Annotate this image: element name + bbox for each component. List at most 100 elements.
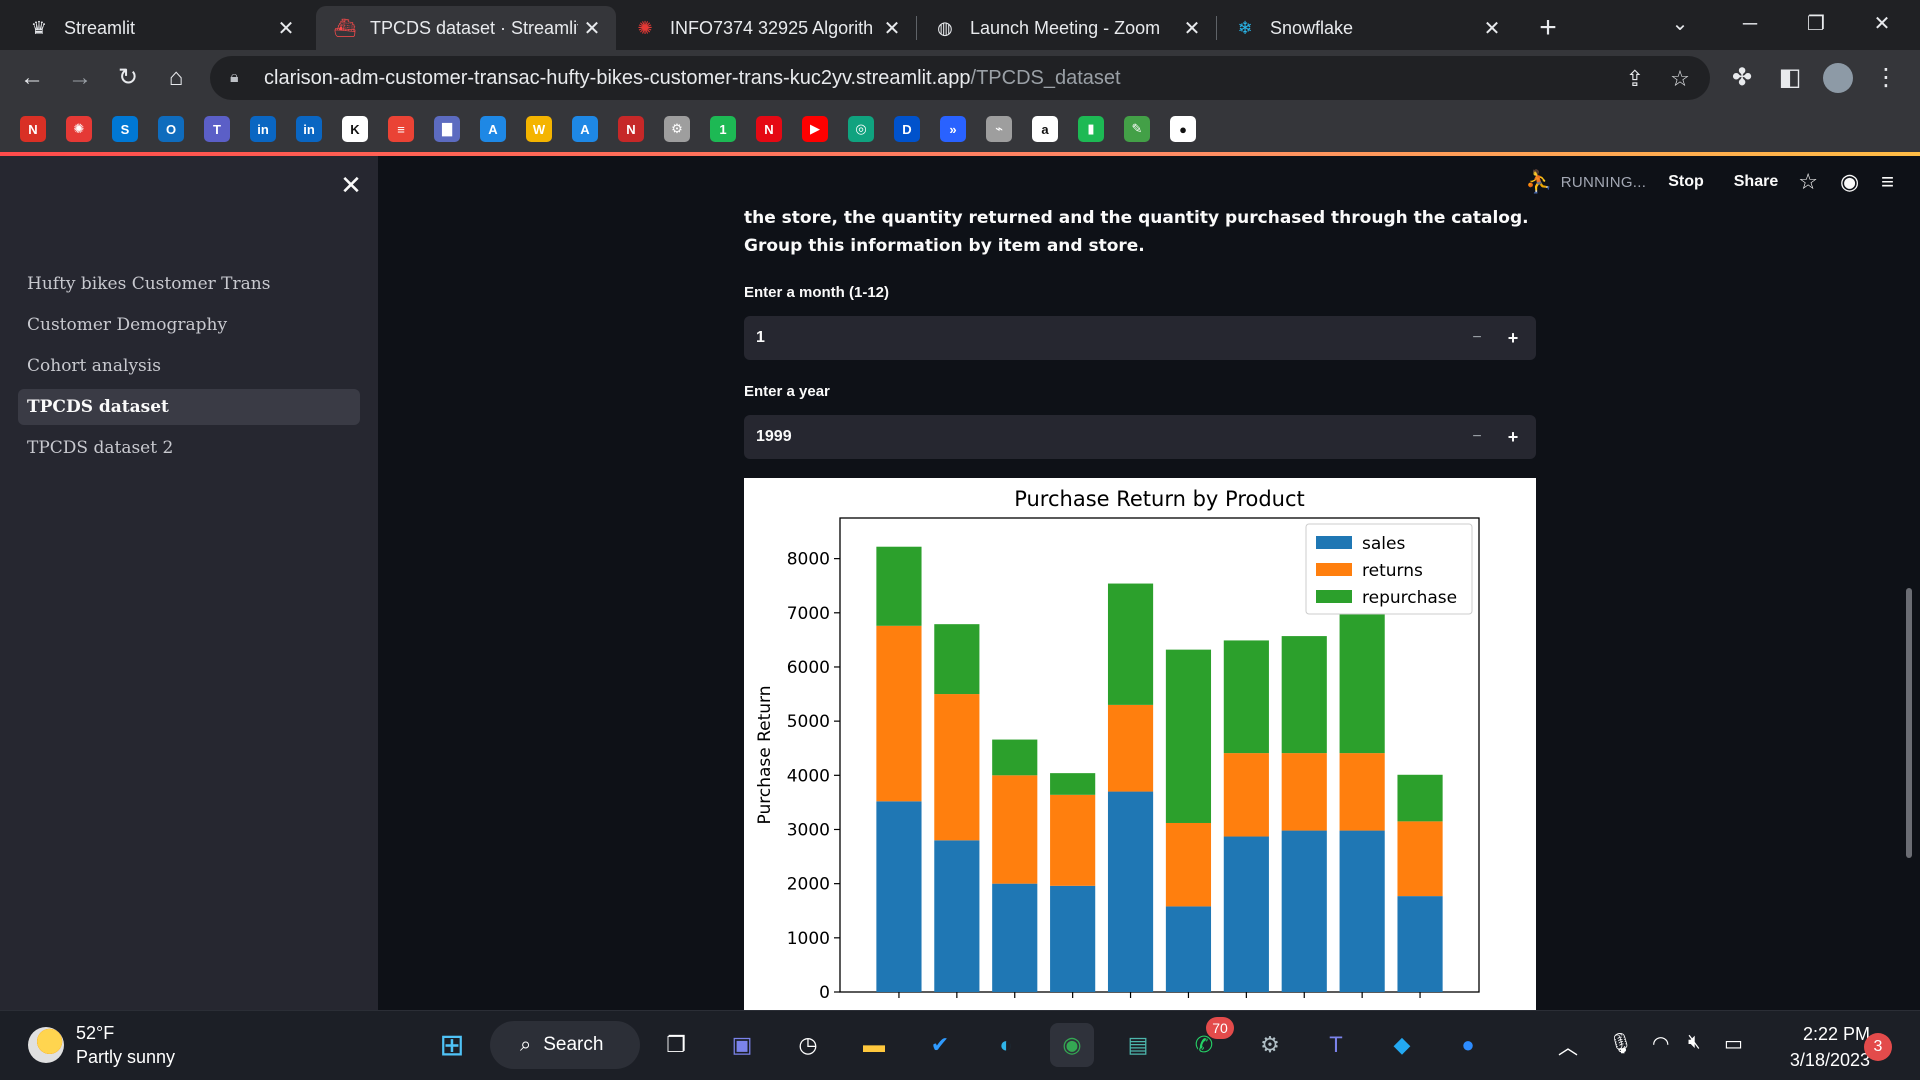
forward-arrow-icon[interactable]: → [68, 64, 92, 91]
tab-title: Streamlit [64, 17, 136, 38]
close-icon[interactable]: ✕ [583, 17, 601, 40]
home-icon[interactable]: ⌂ [168, 64, 184, 91]
bookmark-icon[interactable]: A [480, 116, 506, 142]
bookmark-icon[interactable]: a [1032, 116, 1058, 142]
new-tab-button[interactable]: + [1539, 11, 1557, 44]
edge-browser-icon[interactable]: ◐ [999, 1032, 1013, 1057]
bookmark-icon[interactable]: N [756, 116, 782, 142]
speaker-muted-icon[interactable]: 🔇︎ [1688, 1031, 1701, 1053]
increment-button[interactable]: + [1507, 427, 1519, 447]
address-bar[interactable]: 🔒︎ clarison-adm-customer-transac-hufty-b… [210, 56, 1710, 100]
sidebar-item-cohort-analysis[interactable]: Cohort analysis [27, 356, 161, 376]
bookmark-icon[interactable]: in [296, 116, 322, 142]
tab-search-chevron-icon[interactable]: ⌄ [1671, 13, 1689, 35]
bookmark-icon[interactable]: W [526, 116, 552, 142]
github-icon[interactable]: ◉ [1839, 169, 1860, 194]
extensions-puzzle-icon[interactable]: ✤ [1731, 64, 1753, 91]
bookmark-icon[interactable]: ✎ [1124, 116, 1150, 142]
back-arrow-icon[interactable]: ← [20, 64, 44, 91]
kebab-menu-icon[interactable]: ⋮ [1874, 64, 1898, 91]
clock-app-icon[interactable]: ◷ [798, 1032, 818, 1057]
sidebar-item-tpcds-dataset-2[interactable]: TPCDS dataset 2 [27, 438, 174, 458]
profile-avatar[interactable] [1820, 60, 1856, 96]
page-scrollbar[interactable] [1906, 588, 1912, 858]
bookmark-icon[interactable]: ▮ [1078, 116, 1104, 142]
share-page-icon[interactable]: ⇪ [1625, 66, 1645, 91]
close-icon[interactable]: ✕ [1183, 17, 1201, 40]
bookmark-icon[interactable]: N [618, 116, 644, 142]
notification-count[interactable]: 3 [1864, 1033, 1892, 1061]
chevron-up-icon[interactable]: ︿ [1558, 1037, 1578, 1059]
bar-segment-returns [1397, 821, 1443, 897]
bar-segment-repurchase [1223, 640, 1269, 754]
year-value[interactable]: 1999 [756, 428, 792, 445]
minimize-button[interactable]: ─ [1742, 13, 1758, 35]
tab-snowflake[interactable]: ❄ Snowflake ✕ [1216, 6, 1516, 50]
microphone-icon[interactable]: 🎙︎ [1608, 1033, 1634, 1055]
teams-chat-icon[interactable]: ▣ [731, 1032, 753, 1057]
whatsapp-icon[interactable]: ✆ 70 [1182, 1017, 1234, 1067]
bookmark-icon[interactable]: D [894, 116, 920, 142]
battery-icon[interactable]: ▭ [1724, 1033, 1743, 1055]
bookmark-icon[interactable]: ✺ [66, 116, 92, 142]
bookmark-icon[interactable]: in [250, 116, 276, 142]
bookmark-icon[interactable]: ⌁ [986, 116, 1012, 142]
restore-button[interactable]: ❐ [1807, 13, 1825, 35]
teams-icon[interactable]: T [1329, 1032, 1343, 1057]
settings-gear-icon[interactable]: ⚙ [1260, 1032, 1280, 1057]
chrome-browser-icon[interactable]: ◉ [1050, 1023, 1094, 1067]
side-panel-icon[interactable]: ◧ [1778, 64, 1802, 91]
bookmark-icon[interactable]: A [572, 116, 598, 142]
sidebar-item-customer-demography[interactable]: Customer Demography [27, 315, 228, 335]
bookmark-icon[interactable]: ≡ [388, 116, 414, 142]
close-icon[interactable]: ✕ [1483, 17, 1501, 40]
year-input[interactable]: 1999 − + [744, 415, 1536, 459]
tab-zoom[interactable]: ◍ Launch Meeting - Zoom ✕ [916, 6, 1216, 50]
weather-widget[interactable]: 52°F Partly sunny [28, 1021, 175, 1069]
month-value[interactable]: 1 [756, 329, 765, 346]
stop-button[interactable]: Stop [1668, 173, 1704, 190]
file-explorer-icon[interactable]: ▬ [863, 1032, 885, 1057]
bookmark-star-icon[interactable]: ☆ [1670, 66, 1690, 91]
bookmark-icon[interactable]: O [158, 116, 184, 142]
tab-streamlit[interactable]: ♛ Streamlit ✕ [10, 6, 310, 50]
bookmark-icon[interactable]: ▶ [802, 116, 828, 142]
windows-start-icon[interactable]: ⊞ [439, 1028, 465, 1062]
bookmark-icon[interactable]: ▇ [434, 116, 460, 142]
wifi-icon[interactable]: ◠ [1652, 1033, 1670, 1055]
increment-button[interactable]: + [1507, 328, 1519, 348]
reload-icon[interactable]: ↻ [117, 64, 139, 91]
bookmark-icon[interactable]: ⚙ [664, 116, 690, 142]
bookmark-icon[interactable]: T [204, 116, 230, 142]
running-status: RUNNING... [1560, 173, 1647, 191]
bookmark-icon[interactable]: N [20, 116, 46, 142]
taskbar-search[interactable]: ⌕ Search [490, 1021, 640, 1069]
todo-check-icon[interactable]: ✔ [930, 1032, 950, 1057]
bar-segment-sales [1165, 906, 1212, 992]
bookmark-icon[interactable]: S [112, 116, 138, 142]
close-window-button[interactable]: ✕ [1873, 13, 1891, 35]
hamburger-menu-icon[interactable]: ≡ [1881, 169, 1894, 194]
bookmark-icon[interactable]: ◎ [848, 116, 874, 142]
bookmark-icon[interactable]: » [940, 116, 966, 142]
sidebar-item-tpcds-dataset[interactable]: TPCDS dataset [18, 389, 360, 425]
task-view-icon[interactable]: ❐ [666, 1032, 686, 1057]
tab-tpcds-dataset[interactable]: ⛴ TPCDS dataset · Streamlit ✕ [316, 6, 616, 50]
zoom-icon[interactable]: ● [1461, 1032, 1475, 1057]
month-input[interactable]: 1 − + [744, 316, 1536, 360]
close-icon[interactable]: ✕ [883, 17, 901, 40]
vscode-icon[interactable]: ◆ [1393, 1032, 1411, 1057]
tab-info7374[interactable]: ✺ INFO7374 32925 Algorith ✕ [616, 6, 916, 50]
bookmark-icon[interactable]: K [342, 116, 368, 142]
sidebar-item-hufty-bikes[interactable]: Hufty bikes Customer Trans [27, 274, 271, 294]
close-icon[interactable]: ✕ [277, 17, 295, 40]
decrement-button[interactable]: − [1472, 329, 1482, 346]
star-icon[interactable]: ☆ [1798, 169, 1818, 194]
terminal-icon[interactable]: ▤ [1127, 1032, 1149, 1057]
bookmark-icon[interactable]: 1 [710, 116, 736, 142]
close-icon[interactable]: ✕ [340, 170, 362, 200]
decrement-button[interactable]: − [1472, 428, 1482, 445]
bookmark-icon[interactable]: ● [1170, 116, 1196, 142]
share-button[interactable]: Share [1733, 173, 1779, 190]
system-clock[interactable]: 2:22 PM 3/18/2023 [1760, 1021, 1870, 1073]
